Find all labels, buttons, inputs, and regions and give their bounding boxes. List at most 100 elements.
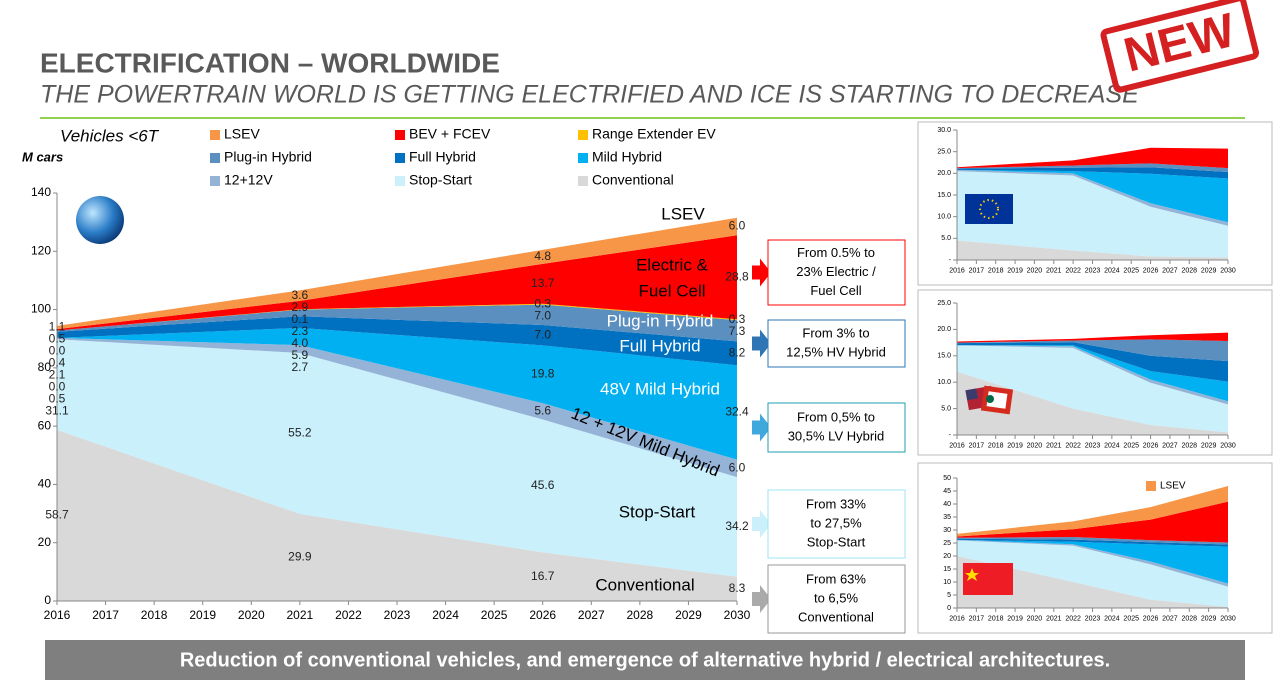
annotation: Electric & [636,255,708,274]
x-tick-label: 2022 [1065,443,1081,450]
x-tick-label: 2024 [1104,443,1120,450]
callout-text: to 27,5% [810,515,862,530]
x-tick-label: 2029 [1201,443,1217,450]
annotation: Full Hybrid [619,336,700,355]
area [957,501,1228,543]
data-label: 28.8 [725,269,749,283]
x-tick-label: 2021 [1046,616,1062,623]
data-label: 31.1 [45,404,69,418]
area [957,539,1228,587]
data-label: 6.0 [729,219,746,233]
x-tick-label: 2028 [1181,616,1197,623]
x-tick-label: 2018 [988,616,1004,623]
area [57,327,737,460]
y-tick-label: 0 [947,605,951,612]
legend-label: Plug-in Hybrid [224,149,312,165]
stamp-text: NEW [1119,4,1241,83]
callout-arrow [752,413,771,442]
callout-text: 23% Electric / [796,264,876,279]
x-tick-label: 2023 [384,608,411,622]
icons [76,194,1014,595]
y-tick-label: 25 [943,540,951,547]
data-label: 1.1 [49,320,66,334]
x-tick-label: 2021 [287,608,314,622]
data-label: 2.9 [292,300,309,314]
y-tick-label: 20 [38,535,52,549]
data-label: 8.2 [729,345,746,359]
x-tick-label: 2019 [1007,268,1023,275]
data-label: 3.6 [292,288,309,302]
data-label: 45.6 [531,478,555,492]
x-tick-label: 2023 [1085,443,1101,450]
y-tick-label: 40 [38,477,52,491]
y-tick-label: 5.0 [941,235,951,242]
y-tick-label: 45 [943,488,951,495]
legend-label: Stop-Start [409,172,472,188]
china-star [965,568,979,581]
x-tick-label: 2022 [1065,616,1081,623]
x-tick-label: 2027 [1162,616,1178,623]
area [957,339,1228,362]
x-tick-label: 2029 [1201,268,1217,275]
x-tick-label: 2027 [1162,268,1178,275]
x-tick-label: 2027 [1162,443,1178,450]
x-tick-label: 2016 [949,616,965,623]
callout-box [767,319,906,368]
x-tick-label: 2030 [1220,616,1236,623]
area [957,342,1228,382]
data-label: 0.3 [729,312,746,326]
legend-swatch [578,153,588,163]
callout-text: From 0.5% to [797,245,875,260]
title: ELECTRIFICATION – WORLDWIDE [40,47,500,78]
data-label: 2.7 [292,360,309,374]
y-tick-label: 30 [943,527,951,534]
legend-swatch [578,130,588,140]
data-label: 2.3 [292,324,309,338]
callout-arrow [752,585,771,613]
data-label: 7.0 [534,327,551,341]
y-axis-title: M cars [22,149,63,164]
y-tick-label: 25.0 [937,300,951,307]
y-tick-label: 25.0 [937,149,951,156]
x-tick-label: 2018 [988,443,1004,450]
x-tick-label: 2018 [988,268,1004,275]
callout-text: Stop-Start [807,534,866,549]
area [957,539,1228,584]
data-label: 5.9 [292,348,309,362]
area [57,339,737,577]
y-tick-label: 5.0 [941,405,951,412]
data-label: 16.7 [531,569,555,583]
area [957,345,1228,433]
legend-label: LSEV [1160,481,1186,492]
x-tick-label: 2022 [1065,268,1081,275]
area [957,371,1228,435]
callout-text: Conventional [798,609,874,624]
legend-label: LSEV [224,126,260,142]
data-label: 0.0 [49,380,66,394]
eu-stars [979,199,999,219]
area [957,147,1228,169]
area [957,169,1228,223]
y-tick-label: 10.0 [937,379,951,386]
x-tick-label: 2029 [1201,616,1217,623]
x-tick-label: 2024 [432,608,459,622]
legend-swatch [395,153,405,163]
legend-label: Range Extender EV [592,126,716,142]
chart-title: Vehicles <6T [60,126,160,145]
area [57,235,737,331]
y-tick-label: 140 [31,185,51,199]
y-tick-label: 40 [943,501,951,508]
x-tick-label: 2024 [1104,268,1120,275]
data-label: 0.3 [534,296,551,310]
data-label: 7.0 [534,308,551,322]
y-tick-label: 10 [943,579,951,586]
y-tick-label: 15.0 [937,192,951,199]
x-tick-label: 2030 [724,608,751,622]
callout-text: Fuel Cell [810,283,861,298]
x-tick-label: 2030 [1220,268,1236,275]
subtitle: THE POWERTRAIN WORLD IS GETTING ELECTRIF… [40,81,1139,109]
callout-box [767,239,906,306]
y-tick-label: - [949,257,952,264]
y-tick-label: 60 [38,418,52,432]
